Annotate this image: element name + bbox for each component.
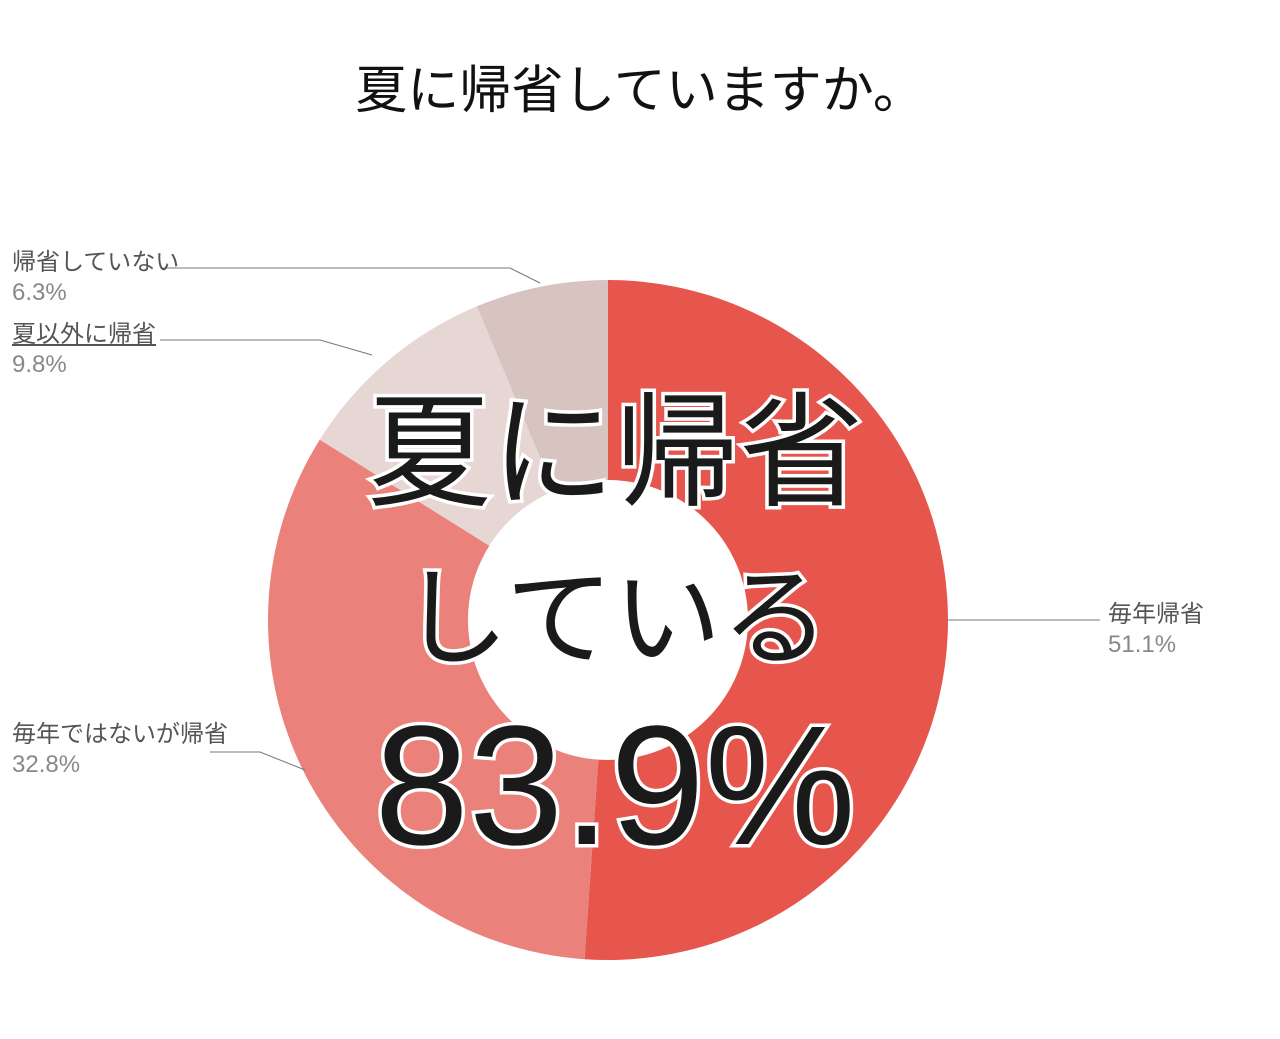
slice-label-pct: 6.3% (12, 278, 179, 308)
overlay-line-text: している (401, 558, 829, 679)
slice-label-text: 夏以外に帰省 (12, 320, 156, 350)
slice-label-pct: 51.1% (1108, 630, 1204, 660)
overlay-line-text: 夏に帰省 (367, 385, 862, 523)
slice-label: 毎年ではないが帰省32.8% (12, 720, 228, 780)
slice-label-text: 毎年ではないが帰省 (12, 720, 228, 750)
leader-line (165, 268, 540, 283)
slice-label: 帰省していない6.3% (12, 248, 179, 308)
slice-label-text: 帰省していない (12, 248, 179, 278)
slice-label-pct: 9.8% (12, 350, 156, 380)
overlay-line: 83.9%83.9% (215, 688, 1015, 884)
overlay-line: しているしている (215, 532, 1015, 688)
slice-label-text: 毎年帰省 (1108, 600, 1204, 630)
slice-label: 夏以外に帰省9.8% (12, 320, 156, 380)
headline-overlay: 夏に帰省夏に帰省しているしている83.9%83.9% (215, 352, 1015, 884)
overlay-line: 夏に帰省夏に帰省 (215, 352, 1015, 532)
slice-label-pct: 32.8% (12, 750, 228, 780)
overlay-line-text: 83.9% (374, 691, 855, 881)
slice-label: 毎年帰省51.1% (1108, 600, 1204, 660)
